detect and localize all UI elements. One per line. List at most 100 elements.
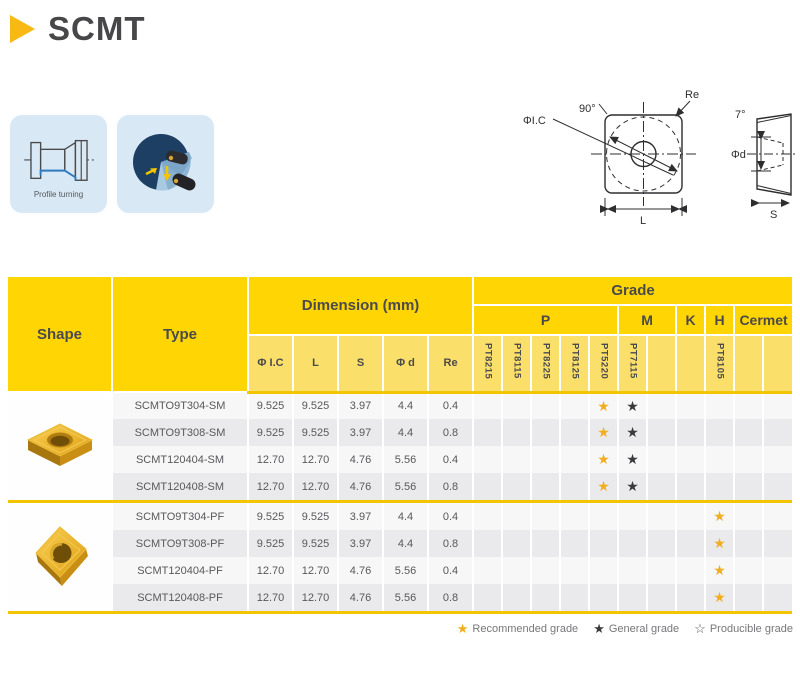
grade-cell	[647, 446, 678, 473]
grade-cell	[502, 530, 533, 557]
grade-cell: ★	[589, 473, 620, 500]
table-row: SCMT120404-PF 12.70 12.70 4.76 5.56 0.4 ★	[8, 557, 793, 584]
grade-cell	[763, 584, 793, 611]
dim-cell: 0.8	[428, 473, 475, 500]
grade-col-label: PT8225	[540, 342, 552, 379]
table-row: SCMTO9T308-SM 9.525 9.525 3.97 4.4 0.8 ★ ★	[8, 419, 793, 446]
recommended-star-icon: ★	[597, 397, 610, 414]
legend-label: Recommended grade	[472, 622, 579, 635]
grade-cell	[531, 503, 562, 530]
type-cell: SCMT120408-SM	[112, 473, 249, 500]
general-star-icon: ★	[593, 621, 605, 636]
dim-cell: 4.4	[383, 419, 429, 446]
grade-cell	[618, 584, 649, 611]
grade-cell	[531, 557, 562, 584]
grade-cell	[734, 419, 765, 446]
grade-col-label: PT8215	[482, 342, 494, 379]
grade-cell	[473, 473, 504, 500]
dim-col-header: Re	[428, 335, 475, 394]
legend-item-general: ★ General grade	[593, 622, 679, 635]
dim-cell: 4.76	[338, 557, 384, 584]
type-cell: SCMT120404-PF	[112, 557, 249, 584]
type-cell: SCMTO9T308-SM	[112, 419, 249, 446]
shape-cell	[8, 392, 113, 500]
grade-cell	[531, 473, 562, 500]
grade-cell	[502, 503, 533, 530]
label-ic: ΦI.C	[523, 115, 546, 127]
grade-cell	[676, 557, 707, 584]
label-90: 90°	[579, 103, 596, 115]
dim-cell: 12.70	[293, 557, 339, 584]
grade-cell	[531, 392, 562, 419]
grade-cell	[676, 584, 707, 611]
grade-cell	[734, 557, 765, 584]
grade-cell	[560, 503, 591, 530]
dim-cell: 12.70	[293, 446, 339, 473]
group-separator-line	[8, 611, 793, 614]
grade-cell	[763, 419, 793, 446]
dim-cell: 9.525	[293, 419, 339, 446]
grade-cell	[676, 503, 707, 530]
grade-cell	[618, 557, 649, 584]
grade-cell	[560, 419, 591, 446]
dim-cell: 5.56	[383, 584, 429, 611]
type-cell: SCMTO9T308-PF	[112, 530, 249, 557]
grade-cell: ★	[618, 392, 649, 419]
grade-cell	[589, 557, 620, 584]
insert-photo-pf	[34, 525, 88, 586]
legend-label: General grade	[608, 622, 680, 635]
grade-cell	[705, 446, 736, 473]
table-row: SCMT120408-PF 12.70 12.70 4.76 5.56 0.8 ★	[8, 584, 793, 611]
grade-cell	[560, 446, 591, 473]
grade-col-header-pt8115: PT8115	[502, 335, 533, 394]
dim-col-header: L	[293, 335, 339, 394]
dim-cell: 3.97	[338, 419, 384, 446]
dim-cell: 12.70	[248, 557, 294, 584]
tool-holder-icon	[132, 134, 195, 191]
grade-cell	[676, 446, 707, 473]
dim-cell: 9.525	[293, 503, 339, 530]
label-7: 7°	[735, 109, 746, 121]
grade-cell: ★	[618, 473, 649, 500]
grade-col-label: PT5220	[598, 342, 610, 379]
type-cell: SCMTO9T304-SM	[112, 392, 249, 419]
type-cell: SCMT120408-PF	[112, 584, 249, 611]
grade-group-p: P	[473, 305, 620, 336]
grade-cell	[502, 392, 533, 419]
dim-cell: 9.525	[248, 530, 294, 557]
profile-turning-label: Profile turning	[33, 189, 84, 199]
col-header-shape: Shape	[8, 277, 113, 393]
grade-col-header-empty	[734, 335, 765, 394]
dim-cell: 12.70	[293, 584, 339, 611]
col-header-type: Type	[112, 277, 249, 393]
dim-cell: 4.4	[383, 503, 429, 530]
dim-cell: 4.4	[383, 530, 429, 557]
grade-cell	[647, 584, 678, 611]
recommended-star-icon: ★	[597, 451, 610, 467]
grade-cell: ★	[705, 557, 736, 584]
grade-cell	[473, 446, 504, 473]
grade-cell	[734, 584, 765, 611]
shape-cell	[8, 503, 113, 611]
grade-cell	[560, 530, 591, 557]
grade-group-h: H	[705, 305, 736, 336]
grade-group-k: K	[676, 305, 707, 336]
insert-dimension-diagram: ΦI.C 90° Re L Φd 7° S	[523, 89, 798, 225]
grade-col-label: PT8125	[569, 342, 581, 379]
grade-cell	[589, 503, 620, 530]
grade-cell	[531, 446, 562, 473]
grade-cell	[502, 557, 533, 584]
grade-cell	[705, 392, 736, 419]
grade-cell	[734, 446, 765, 473]
grade-cell	[647, 530, 678, 557]
dim-cell: 0.4	[428, 392, 475, 419]
grade-cell: ★	[705, 503, 736, 530]
table-row: SCMTO9T304-SM 9.525 9.525 3.97 4.4 0.4 ★ ★	[8, 392, 793, 500]
grade-cell	[647, 557, 678, 584]
grade-cell	[560, 392, 591, 419]
grade-cell	[502, 473, 533, 500]
title-arrow-icon	[10, 15, 35, 43]
general-star-icon: ★	[626, 478, 639, 494]
grade-cell	[473, 419, 504, 446]
dim-cell: 0.4	[428, 503, 475, 530]
